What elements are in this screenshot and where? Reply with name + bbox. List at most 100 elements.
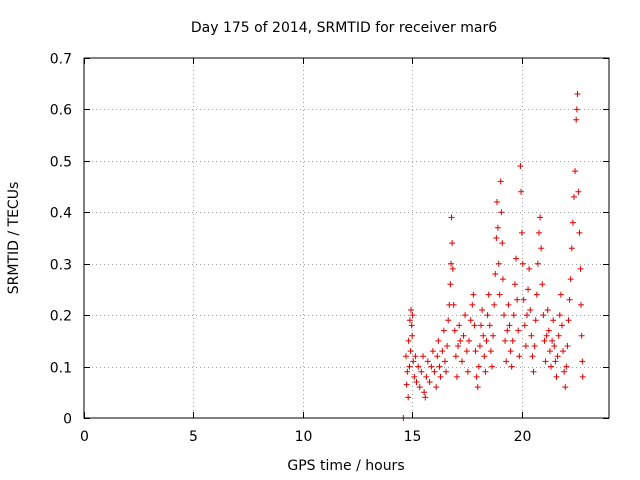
data-point <box>558 322 565 329</box>
data-point <box>561 368 568 375</box>
grid-layer <box>84 58 609 418</box>
data-point <box>462 312 469 319</box>
data-point <box>405 394 412 401</box>
data-point <box>539 281 546 288</box>
data-point <box>441 358 448 365</box>
data-point <box>545 327 552 334</box>
data-point <box>566 296 573 303</box>
data-point <box>514 296 521 303</box>
data-point <box>426 379 433 385</box>
data-point <box>493 235 500 241</box>
y-tick-label: 0.2 <box>50 309 72 325</box>
data-point <box>486 322 493 329</box>
data-point <box>498 209 505 216</box>
data-point <box>516 353 523 360</box>
data-point <box>418 368 425 375</box>
x-tick-label: 10 <box>295 429 313 445</box>
data-point <box>464 368 471 375</box>
data-point <box>467 317 474 324</box>
data-point <box>525 286 532 293</box>
data-point <box>568 245 575 252</box>
data-point <box>409 312 416 319</box>
data-point <box>507 348 514 355</box>
data-point <box>574 91 581 97</box>
data-point <box>490 332 497 339</box>
data-point <box>578 301 584 308</box>
data-point <box>452 353 459 360</box>
data-point <box>450 301 457 308</box>
data-point <box>518 188 525 195</box>
data-point <box>423 373 430 380</box>
data-point <box>420 353 427 360</box>
data-point <box>520 296 527 303</box>
data-point <box>540 312 547 319</box>
data-point <box>551 343 558 349</box>
data-point <box>502 337 509 344</box>
data-point <box>447 281 454 288</box>
data-point <box>534 260 541 267</box>
data-point <box>557 291 564 298</box>
data-point <box>536 229 542 236</box>
data-point <box>475 363 482 370</box>
data-point <box>529 353 536 360</box>
data-point <box>476 343 483 349</box>
data-point <box>428 363 435 370</box>
data-point <box>470 291 477 298</box>
data-point <box>494 224 501 231</box>
data-point <box>564 343 571 349</box>
data-point <box>526 265 533 272</box>
data-point <box>408 307 415 313</box>
data-point <box>494 199 500 205</box>
data-point <box>513 255 520 262</box>
data-point <box>434 353 441 360</box>
data-point <box>482 368 489 375</box>
data-point <box>495 260 502 267</box>
data-point <box>469 301 476 308</box>
y-tick-label: 0.7 <box>50 52 72 68</box>
data-point <box>543 332 550 339</box>
data-point <box>455 343 462 349</box>
y-tick-label: 0.3 <box>50 258 72 274</box>
data-point <box>449 265 456 272</box>
data-point <box>456 322 463 329</box>
data-point <box>562 384 569 391</box>
data-point <box>521 322 528 329</box>
y-tick-label: 0.6 <box>50 103 72 119</box>
data-point <box>508 363 515 370</box>
data-point <box>573 116 580 123</box>
data-point <box>410 358 417 365</box>
data-point <box>479 307 486 313</box>
y-tick-label: 0.5 <box>50 155 72 171</box>
data-point <box>522 343 529 349</box>
y-tick-label: 0 <box>63 412 72 428</box>
data-point <box>497 178 504 185</box>
data-point <box>550 317 557 324</box>
data-point <box>412 353 419 360</box>
data-point <box>505 301 512 308</box>
data-point <box>533 291 540 298</box>
data-point <box>488 363 495 370</box>
data-point <box>555 332 562 339</box>
y-axis-label: SRMTID / TECUs <box>6 182 22 295</box>
x-axis-label: GPS time / hours <box>287 458 404 474</box>
chart-title: Day 175 of 2014, SRMTID for receiver mar… <box>191 20 497 36</box>
data-point <box>448 260 455 267</box>
data-point <box>403 353 409 360</box>
data-point <box>407 348 414 355</box>
data-point <box>435 337 442 344</box>
data-point <box>531 343 538 349</box>
data-point <box>517 163 524 169</box>
data-point <box>563 363 570 370</box>
data-point <box>501 312 507 319</box>
data-point <box>515 327 522 334</box>
data-point <box>511 281 518 288</box>
data-point <box>527 307 534 313</box>
data-point <box>439 348 446 355</box>
data-point <box>538 245 545 252</box>
data-point <box>415 363 422 370</box>
x-tick-label: 5 <box>189 429 198 445</box>
data-point <box>480 332 487 339</box>
data-point <box>416 384 423 391</box>
